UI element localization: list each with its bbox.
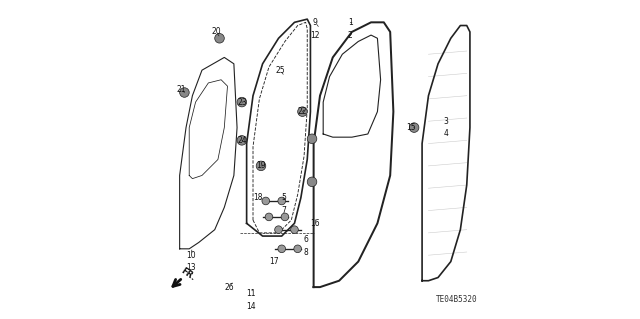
Text: 14: 14 xyxy=(246,302,256,311)
Circle shape xyxy=(278,197,285,205)
Text: 5: 5 xyxy=(281,193,285,202)
Circle shape xyxy=(281,213,289,221)
Circle shape xyxy=(262,197,269,205)
Circle shape xyxy=(294,245,301,253)
Text: 24: 24 xyxy=(237,136,246,145)
Circle shape xyxy=(410,123,419,132)
Circle shape xyxy=(307,134,317,144)
Text: 11: 11 xyxy=(246,289,256,298)
Text: 8: 8 xyxy=(303,248,308,256)
Circle shape xyxy=(275,226,282,234)
Circle shape xyxy=(265,213,273,221)
Text: 26: 26 xyxy=(224,283,234,292)
Circle shape xyxy=(237,97,246,107)
Text: 22: 22 xyxy=(298,107,307,116)
Text: 15: 15 xyxy=(406,123,416,132)
Text: 12: 12 xyxy=(310,31,320,40)
Text: 17: 17 xyxy=(269,257,278,266)
Circle shape xyxy=(298,107,307,116)
Circle shape xyxy=(180,88,189,97)
Text: 6: 6 xyxy=(303,235,308,244)
Text: 10: 10 xyxy=(186,251,196,260)
Text: 1: 1 xyxy=(348,18,353,27)
Text: 20: 20 xyxy=(211,27,221,36)
Circle shape xyxy=(215,33,224,43)
Text: 18: 18 xyxy=(253,193,262,202)
Circle shape xyxy=(291,226,298,234)
Text: FR.: FR. xyxy=(179,266,197,282)
Text: 13: 13 xyxy=(186,263,196,272)
Text: 23: 23 xyxy=(237,98,246,107)
Text: 4: 4 xyxy=(444,130,449,138)
Text: 2: 2 xyxy=(348,31,353,40)
Circle shape xyxy=(278,245,285,253)
Circle shape xyxy=(307,177,317,187)
Circle shape xyxy=(256,161,266,171)
Text: TE04B5320: TE04B5320 xyxy=(436,295,478,304)
Text: 21: 21 xyxy=(177,85,186,94)
Text: 9: 9 xyxy=(313,18,317,27)
Text: 16: 16 xyxy=(310,219,320,228)
Text: 7: 7 xyxy=(281,206,285,215)
Circle shape xyxy=(237,136,246,145)
Text: 19: 19 xyxy=(256,161,266,170)
Text: 25: 25 xyxy=(275,66,285,75)
Text: 3: 3 xyxy=(444,117,449,126)
